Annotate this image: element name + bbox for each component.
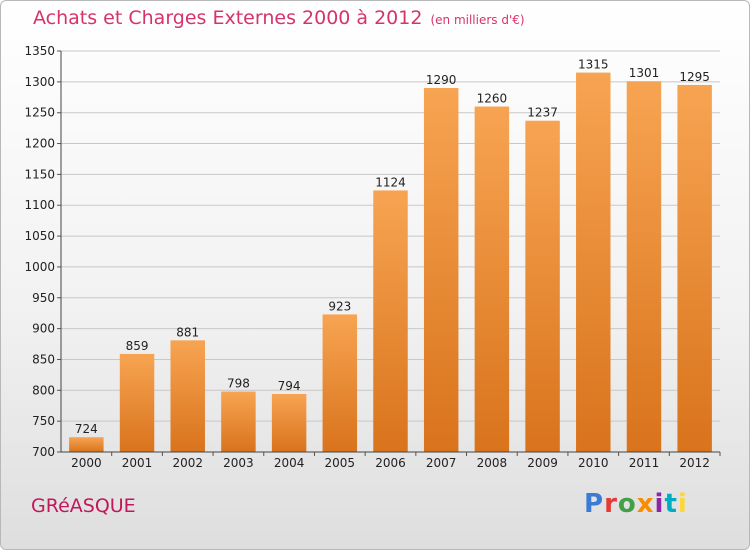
bar [170,340,205,452]
bar [525,120,560,452]
data-label: 859 [126,339,149,353]
bar [423,88,459,452]
bar [221,391,256,452]
logo-letter: o [617,489,637,519]
x-tick-label: 2005 [325,456,356,470]
y-tick-label: 1350 [24,44,55,58]
bar [322,314,358,452]
data-label: 1237 [527,106,558,120]
data-label: 1315 [578,58,609,72]
bar [373,190,408,452]
x-tick-label: 2008 [477,456,508,470]
bar [69,437,104,452]
x-tick-label: 2009 [527,456,558,470]
y-tick-label: 750 [32,414,55,428]
x-tick-label: 2002 [172,456,203,470]
data-label: 1290 [426,73,457,87]
logo-letter: i [654,489,665,519]
bars [69,72,712,453]
chart-title-text: Achats et Charges Externes 2000 à 2012 [33,7,423,29]
x-tick-label: 2007 [426,456,457,470]
x-tick-labels: 2000 2001 2002 2003 2004 2005 2006 2007 2008 2009… [71,452,721,470]
x-tick-label: 2006 [375,456,406,470]
x-tick-label: 2011 [629,456,660,470]
data-label: 1295 [679,70,710,84]
x-tick-label: 2004 [274,456,305,470]
data-label: 724 [75,422,98,436]
bar [474,106,510,453]
x-tick-label: 2010 [578,456,609,470]
logo-letter: P [584,489,605,519]
chart-unit: (en milliers d'€) [430,13,525,27]
data-label: 1124 [375,175,406,189]
logo-letter: r [604,489,618,519]
y-tick-label: 950 [32,291,55,305]
logo-letter: x [636,489,655,519]
chart-title: Achats et Charges Externes 2000 à 2012 (e… [33,7,525,29]
x-tick-label: 2012 [679,456,710,470]
data-label: 798 [227,377,250,391]
x-tick-label: 2000 [71,456,102,470]
y-tick-label: 800 [32,383,55,397]
proxiti-logo: Proxiti [584,489,688,519]
y-tick-label: 1000 [24,260,55,274]
y-tick-label: 1200 [24,137,55,151]
bar [626,81,662,452]
data-label: 1301 [629,66,660,80]
y-tick-label: 1150 [24,167,55,181]
data-label: 923 [328,299,351,313]
data-label: 1260 [477,92,508,106]
x-tick-label: 2003 [223,456,254,470]
city-name: GRéASQUE [31,495,136,517]
y-tick-label: 1050 [24,229,55,243]
y-tick-label: 700 [32,445,55,459]
y-tick-label: 850 [32,352,55,366]
bar [119,353,155,452]
y-tick-label: 900 [32,322,55,336]
data-label: 881 [176,325,199,339]
bar [677,84,712,452]
bar [576,72,611,452]
data-label: 794 [278,379,301,393]
y-tick-labels: 700 750 800 850 900 950 1000 1050 1100 1150 1200 12… [24,44,55,459]
data-labels: 724 859 881 798 794 923 1124 1290 1260 1237 1315 13… [75,58,710,437]
y-tick-label: 1250 [24,106,55,120]
y-tick-label: 1300 [24,75,55,89]
logo-letter: i [677,489,688,519]
x-tick-label: 2001 [122,456,153,470]
bar [271,394,307,452]
logo-letter: t [664,489,678,519]
y-tick-label: 1100 [24,198,55,212]
